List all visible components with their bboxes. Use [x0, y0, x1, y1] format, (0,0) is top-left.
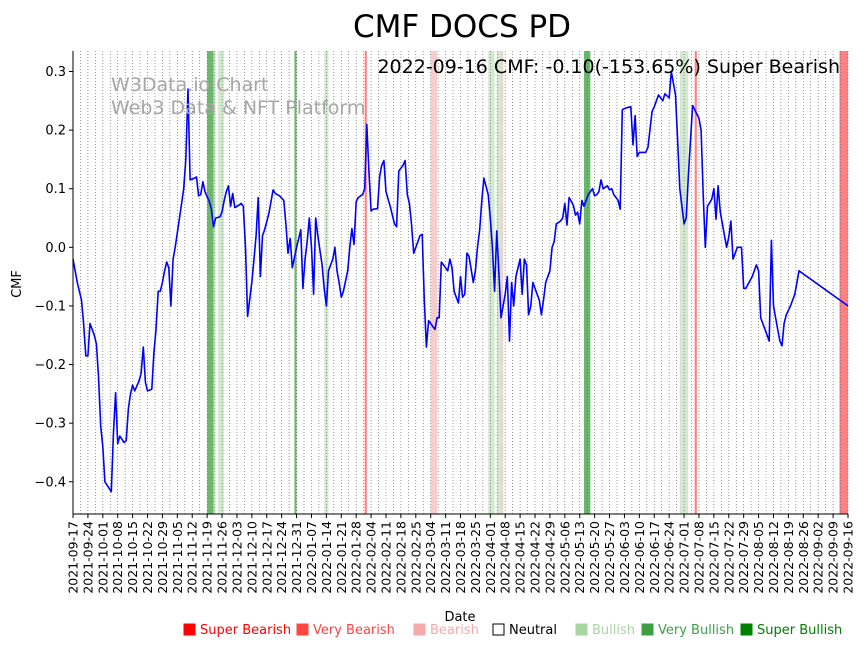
x-tick-label: 2021-09-24	[80, 521, 95, 594]
x-tick-label: 2022-08-05	[751, 521, 766, 594]
y-tick-label: −0.4	[34, 475, 66, 490]
y-axis-label: CMF	[10, 270, 25, 298]
x-tick-label: 2021-11-05	[170, 521, 185, 594]
band-bullish	[488, 51, 495, 514]
x-tick-label: 2022-07-29	[736, 521, 751, 594]
band-bullish	[217, 51, 225, 514]
x-tick-label: 2021-11-12	[185, 521, 200, 594]
x-tick-label: 2022-08-26	[796, 521, 811, 594]
x-tick-label: 2021-10-22	[140, 521, 155, 594]
x-tick-label: 2021-11-26	[215, 521, 230, 594]
y-tick-label: 0.1	[45, 182, 66, 197]
y-tick-label: 0.0	[45, 241, 66, 256]
x-tick-label: 2022-06-10	[632, 521, 647, 594]
x-tick-label: 2022-09-16	[841, 521, 856, 594]
x-tick-label: 2022-07-22	[721, 521, 736, 594]
legend-label-very-bullish: Very Bullish	[658, 623, 734, 638]
x-tick-label: 2022-04-29	[542, 521, 557, 594]
x-tick-label: 2022-06-24	[662, 521, 677, 594]
x-tick-label: 2021-10-08	[110, 521, 125, 594]
x-tick-label: 2021-10-29	[155, 521, 170, 594]
x-tick-label: 2021-10-15	[125, 521, 140, 594]
x-tick-label: 2022-08-12	[766, 521, 781, 594]
band-bearish	[430, 51, 438, 514]
x-tick-label: 2021-12-03	[229, 521, 244, 594]
legend-swatch-super-bullish	[740, 623, 753, 636]
x-tick-label: 2022-09-02	[811, 521, 826, 594]
x-tick-label: 2022-02-25	[408, 521, 423, 594]
x-tick-label: 2022-03-04	[423, 521, 438, 594]
legend: Super Bearish Very Bearish Bearish Neutral B…	[183, 623, 842, 638]
legend-label-bullish: Bullish	[592, 623, 635, 638]
x-tick-label: 2022-05-06	[557, 521, 572, 594]
legend-label-bearish: Bearish	[430, 623, 479, 638]
latest-value-annotation: 2022-09-16 CMF: -0.10(-153.65%) Super Be…	[377, 56, 840, 78]
x-axis-label: Date	[444, 610, 475, 625]
cmf-series	[72, 70, 849, 493]
legend-swatch-bullish	[575, 623, 588, 636]
band-bearish	[500, 51, 504, 514]
y-tick-label: −0.3	[34, 417, 66, 432]
watermark-line-1: W3Data.io Chart	[111, 74, 268, 96]
legend-swatch-very-bullish	[641, 623, 654, 636]
x-tick-label: 2022-05-27	[602, 521, 617, 594]
x-tick-label: 2022-04-08	[498, 521, 513, 594]
x-tick-label: 2021-12-24	[274, 521, 289, 594]
x-tick-label: 2022-01-21	[334, 521, 349, 594]
legend-label-very-bearish: Very Bearish	[313, 623, 395, 638]
x-tick-label: 2022-09-09	[826, 521, 841, 594]
chart-title: CMF DOCS PD	[353, 9, 571, 45]
x-tick-label: 2021-09-17	[66, 521, 81, 594]
x-tick-label: 2021-10-01	[95, 521, 110, 594]
x-tick-label: 2022-03-25	[468, 521, 483, 594]
legend-swatch-super-bearish	[183, 623, 196, 636]
band-super-bearish	[839, 51, 848, 514]
x-tick-label: 2021-11-19	[200, 521, 215, 594]
x-tick-label: 2022-04-01	[483, 521, 498, 594]
x-tick-label: 2022-05-20	[587, 521, 602, 594]
x-axis-ticks: 2021-09-17 2021-09-24 2021-10-01 2021-10-08…	[66, 514, 856, 594]
x-tick-label: 2022-07-08	[691, 521, 706, 594]
legend-swatch-neutral	[492, 623, 505, 636]
legend-label-super-bearish: Super Bearish	[200, 623, 291, 638]
y-tick-label: −0.2	[34, 358, 66, 373]
legend-label-super-bullish: Super Bullish	[757, 623, 842, 638]
watermark-line-2: Web3 Data & NFT Platform	[111, 97, 365, 119]
x-tick-label: 2022-05-13	[572, 521, 587, 594]
x-tick-label: 2022-06-03	[617, 521, 632, 594]
x-tick-label: 2022-03-11	[438, 521, 453, 594]
y-tick-label: 0.2	[45, 124, 66, 139]
x-tick-label: 2022-07-01	[677, 521, 692, 594]
x-tick-label: 2022-02-18	[393, 521, 408, 594]
legend-swatch-very-bearish	[296, 623, 309, 636]
y-tick-label: 0.3	[45, 65, 66, 80]
x-tick-label: 2021-12-31	[289, 521, 304, 594]
legend-label-neutral: Neutral	[509, 623, 557, 638]
x-tick-label: 2022-02-04	[364, 521, 379, 594]
x-tick-label: 2022-04-22	[528, 521, 543, 594]
x-tick-label: 2022-06-17	[647, 521, 662, 594]
band-super-bearish	[694, 51, 697, 514]
cmf-line	[72, 70, 849, 493]
x-tick-label: 2021-12-10	[244, 521, 259, 594]
x-tick-label: 2022-08-19	[781, 521, 796, 594]
x-tick-label: 2021-12-17	[259, 521, 274, 594]
x-tick-label: 2022-01-07	[304, 521, 319, 594]
vertical-gridlines	[72, 51, 849, 514]
x-tick-label: 2022-07-15	[706, 521, 721, 594]
y-axis-ticks: 0.3 0.2 0.1 0.0 −0.1 −0.2 −0.3 −0.4	[34, 65, 73, 490]
x-tick-label: 2022-01-14	[319, 521, 334, 594]
x-tick-label: 2022-04-15	[513, 521, 528, 594]
x-tick-label: 2022-01-28	[349, 521, 364, 594]
y-tick-label: −0.1	[34, 299, 66, 314]
band-very-bullish	[207, 51, 214, 514]
band-super-bearish	[364, 51, 367, 514]
legend-swatch-bearish	[413, 623, 426, 636]
band-very-bullish	[294, 51, 297, 514]
x-tick-label: 2022-02-11	[378, 521, 393, 594]
x-tick-label: 2022-03-18	[453, 521, 468, 594]
